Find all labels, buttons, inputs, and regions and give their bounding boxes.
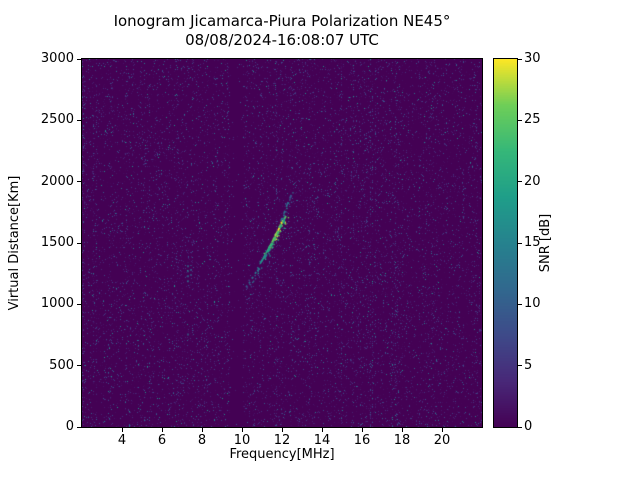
x-axis-label: Frequency[MHz] xyxy=(229,447,335,462)
x-tick-label: 18 xyxy=(393,433,411,448)
y-tick-label: 0 xyxy=(65,419,74,434)
ionogram-heatmap xyxy=(81,58,483,428)
y-tick-label: 2000 xyxy=(40,173,74,189)
y-tick-mark xyxy=(77,58,81,60)
y-tick-mark xyxy=(77,181,81,183)
colorbar-tick-mark xyxy=(518,426,522,428)
y-tick-label: 500 xyxy=(49,357,74,373)
y-tick-label: 2500 xyxy=(40,112,74,128)
colorbar-tick-mark xyxy=(518,58,522,60)
y-tick-mark xyxy=(77,365,81,367)
colorbar-tick-label: 0 xyxy=(524,419,533,434)
x-tick-label: 14 xyxy=(313,433,331,448)
y-tick-mark xyxy=(77,242,81,244)
x-tick-label: 10 xyxy=(233,433,251,448)
x-tick-mark xyxy=(441,428,443,432)
x-tick-label: 6 xyxy=(157,433,167,448)
colorbar-tick-label: 30 xyxy=(524,51,541,66)
chart-title: Ionogram Jicamarca-Piura Polarization NE… xyxy=(113,12,451,30)
x-tick-mark xyxy=(241,428,243,432)
colorbar-tick-mark xyxy=(518,181,522,183)
x-tick-mark xyxy=(321,428,323,432)
colorbar-tick-mark xyxy=(518,242,522,244)
colorbar-tick-label: 15 xyxy=(524,235,541,250)
colorbar-tick-label: 20 xyxy=(524,173,541,189)
colorbar-tick-label: 10 xyxy=(524,296,541,312)
x-tick-mark xyxy=(361,428,363,432)
x-tick-mark xyxy=(281,428,283,432)
snr-colorbar xyxy=(493,58,518,428)
x-tick-mark xyxy=(121,428,123,432)
y-tick-label: 1500 xyxy=(40,235,74,250)
x-tick-label: 20 xyxy=(433,433,451,448)
colorbar-tick-label: 25 xyxy=(524,112,541,128)
y-tick-label: 3000 xyxy=(40,51,74,66)
x-tick-mark xyxy=(401,428,403,432)
x-tick-label: 16 xyxy=(353,433,371,448)
x-tick-label: 4 xyxy=(117,433,127,448)
x-tick-label: 12 xyxy=(273,433,291,448)
colorbar-tick-label: 5 xyxy=(524,357,533,373)
x-tick-label: 8 xyxy=(197,433,207,448)
x-tick-mark xyxy=(201,428,203,432)
y-tick-mark xyxy=(77,426,81,428)
colorbar-tick-mark xyxy=(518,119,522,121)
colorbar-tick-mark xyxy=(518,365,522,367)
y-tick-label: 1000 xyxy=(40,296,74,312)
y-tick-mark xyxy=(77,303,81,305)
chart-subtitle: 08/08/2024-16:08:07 UTC xyxy=(185,31,379,49)
colorbar-tick-mark xyxy=(518,303,522,305)
y-tick-mark xyxy=(77,119,81,121)
x-tick-mark xyxy=(161,428,163,432)
